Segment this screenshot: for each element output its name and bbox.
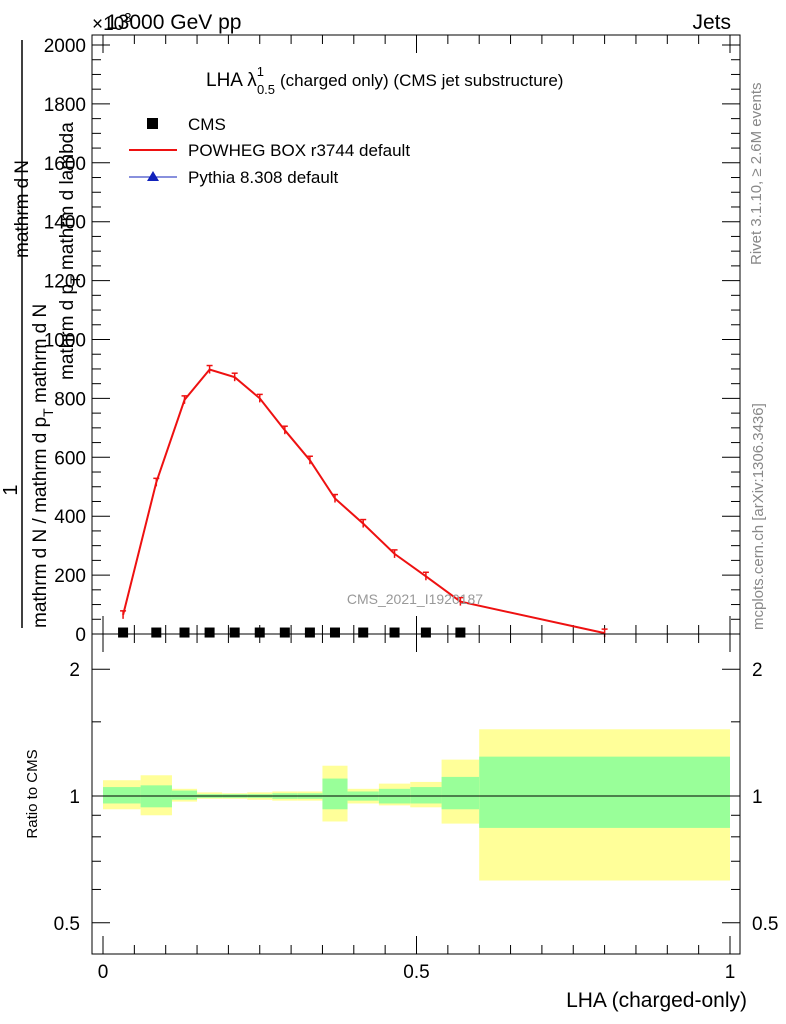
cms-point <box>358 627 369 638</box>
legend-marker-cms <box>147 118 158 129</box>
main-y-tick-label: 0 <box>75 625 86 646</box>
main-x-ticks <box>102 35 731 634</box>
cms-point <box>229 627 240 638</box>
plot-title: LHA λ1 0.5 (charged only) (CMS jet substru… <box>206 64 563 97</box>
ratio-inner-band <box>441 776 480 810</box>
watermark: CMS_2021_I1920187 <box>347 591 483 607</box>
cms-point <box>118 627 129 638</box>
ylabel-inner-numerator: mathrm dN <box>12 160 33 258</box>
ratio-y-ticks: 0.5 0.5 1 1 2 2 <box>54 660 779 935</box>
ratio-inner-band <box>410 787 442 804</box>
cms-point <box>389 627 400 638</box>
cms-point <box>304 627 315 638</box>
main-plot: 0 200 400 600 800 1000 1200 1400 1600 1800 2000 LH… <box>0 34 741 646</box>
energy-label: 13000 GeV pp <box>106 11 241 34</box>
legend-label-cms: CMS <box>188 115 226 134</box>
x-tick-label: 0.5 <box>403 962 429 983</box>
ratio-inner-band <box>103 787 141 804</box>
cms-point <box>329 627 340 638</box>
main-series <box>118 364 608 638</box>
legend-label-powheg: POWHEG BOX r3744 default <box>188 141 410 160</box>
ratio-y-tick-label-right: 1 <box>752 787 763 808</box>
main-y-tick-label: 1000 <box>44 331 86 352</box>
ratio-inner-band <box>322 778 348 810</box>
main-y-tick-label: 1800 <box>44 95 86 116</box>
cms-point <box>254 627 265 638</box>
cms-point <box>151 627 162 638</box>
cms-point <box>179 627 190 638</box>
ratio-y-tick-label-right: 0.5 <box>752 914 778 935</box>
ylabel-numerator: 1 <box>0 484 22 495</box>
cms-point <box>420 627 431 638</box>
main-y-tick-label: 1600 <box>44 154 86 175</box>
legend: CMS POWHEG BOX r3744 default Pythia 8.30… <box>129 115 410 187</box>
mcplots-label: mcplots.cern.ch [arXiv:1306.3436] <box>750 403 767 630</box>
main-y-tick-label: 800 <box>54 389 86 410</box>
exponent-label: ×103 <box>92 10 131 35</box>
powheg-line <box>122 368 605 635</box>
x-tick-label: 1 <box>725 962 736 983</box>
ylabel-denominator: mathrm d N / mathrm d pT mathrm d N <box>30 304 56 628</box>
cms-point <box>279 627 290 638</box>
main-y-tick-label: 1400 <box>44 213 86 234</box>
legend-marker-pythia <box>147 171 159 181</box>
main-y-tick-label: 2000 <box>44 36 86 57</box>
main-y-tick-label: 600 <box>54 448 86 469</box>
main-y-ticks: 0 200 400 600 800 1000 1200 1400 1600 1800 2000 <box>44 36 740 646</box>
main-y-tick-label: 400 <box>54 507 86 528</box>
rivet-label: Rivet 3.1.10, ≥ 2.6M events <box>748 83 765 266</box>
cms-point <box>455 627 466 638</box>
x-tick-label: 0 <box>98 962 109 983</box>
main-y-label: 1 mathrm d N / mathrm d pT mathrm d N ma… <box>0 40 83 628</box>
ratio-y-label: Ratio to CMS <box>24 749 41 838</box>
main-y-tick-label: 1200 <box>44 272 86 293</box>
ratio-inner-band <box>171 790 198 800</box>
ratio-y-tick-label: 2 <box>69 660 80 681</box>
ratio-y-tick-label: 0.5 <box>54 914 80 935</box>
ratio-x-ticks: 0 0.5 1 <box>98 634 736 983</box>
ratio-y-tick-label-right: 2 <box>752 660 763 681</box>
legend-label-pythia: Pythia 8.308 default <box>188 168 339 187</box>
ratio-bands <box>103 729 730 881</box>
ratio-plot: 0.5 0.51 12 2 0 0.5 1 Ratio to CMS LHA (charg… <box>24 633 779 1012</box>
cms-point <box>204 627 215 638</box>
ratio-inner-band <box>479 756 730 828</box>
process-label: Jets <box>692 11 731 34</box>
x-axis-label: LHA (charged-only) <box>566 989 747 1012</box>
main-y-tick-label: 200 <box>54 566 86 587</box>
ylabel-inner-denominator: mathrm d pT mathrm d lambda <box>57 122 83 380</box>
ratio-y-tick-label: 1 <box>69 787 80 808</box>
